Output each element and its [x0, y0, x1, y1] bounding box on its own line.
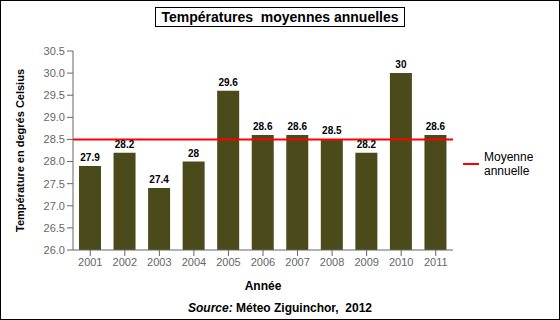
svg-text:30: 30 [395, 59, 407, 70]
svg-text:27.4: 27.4 [149, 174, 169, 185]
svg-text:30.0: 30.0 [44, 67, 65, 79]
svg-text:Année: Année [245, 279, 282, 293]
svg-text:2004: 2004 [182, 256, 206, 268]
svg-text:26.0: 26.0 [44, 244, 65, 256]
svg-text:30.5: 30.5 [44, 45, 65, 57]
svg-text:28.2: 28.2 [115, 139, 135, 150]
svg-text:2001: 2001 [78, 256, 102, 268]
svg-text:29.5: 29.5 [44, 89, 65, 101]
svg-text:27.9: 27.9 [80, 152, 100, 163]
svg-text:27.0: 27.0 [44, 200, 65, 212]
svg-text:2009: 2009 [354, 256, 378, 268]
svg-text:29.0: 29.0 [44, 111, 65, 123]
svg-text:28.6: 28.6 [426, 121, 446, 132]
svg-text:2002: 2002 [113, 256, 137, 268]
svg-text:28.0: 28.0 [44, 155, 65, 167]
svg-text:2011: 2011 [424, 256, 448, 268]
svg-text:28.6: 28.6 [288, 121, 308, 132]
svg-text:28.5: 28.5 [322, 125, 342, 136]
svg-text:26.5: 26.5 [44, 222, 65, 234]
svg-text:Température en degrés Celsius: Température en degrés Celsius [14, 69, 26, 232]
svg-text:2006: 2006 [251, 256, 275, 268]
svg-text:2003: 2003 [147, 256, 171, 268]
html-text:Source: Méteo Ziguinchor, 2012: Source: Méteo Ziguinchor, 2012 [188, 301, 372, 315]
svg-text:28.5: 28.5 [44, 133, 65, 145]
svg-text:2008: 2008 [320, 256, 344, 268]
svg-text:29.6: 29.6 [218, 77, 238, 88]
svg-text:27.5: 27.5 [44, 178, 65, 190]
svg-text:2010: 2010 [389, 256, 413, 268]
svg-text:28.6: 28.6 [253, 121, 273, 132]
svg-text:2007: 2007 [285, 256, 309, 268]
html-text:Moyenne annuelle: Moyenne annuelle [484, 150, 534, 178]
svg-text:28: 28 [188, 148, 200, 159]
html-text:Températures moyennes annuelle: Températures moyennes annuelles [161, 9, 399, 25]
svg-text:2005: 2005 [216, 256, 240, 268]
svg-text:28.2: 28.2 [357, 139, 377, 150]
